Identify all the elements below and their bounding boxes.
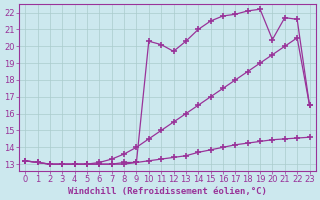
X-axis label: Windchill (Refroidissement éolien,°C): Windchill (Refroidissement éolien,°C) bbox=[68, 187, 267, 196]
